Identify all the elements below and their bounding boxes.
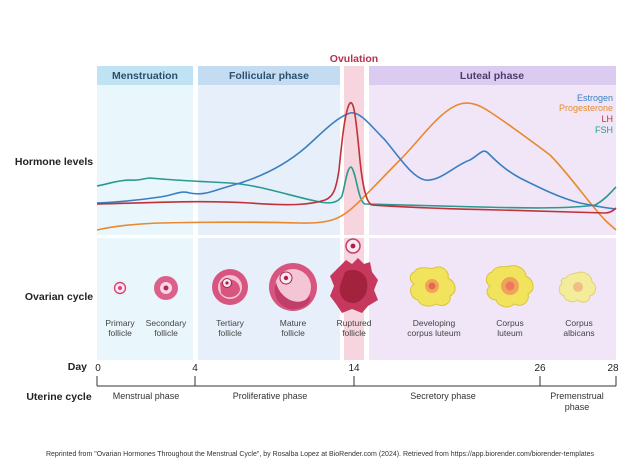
day-tick-label: 14 bbox=[348, 363, 360, 374]
progesterone-curve bbox=[96, 102, 617, 231]
follicle-label-line2: follicle bbox=[342, 328, 366, 338]
follicle-secondary bbox=[154, 276, 178, 300]
follicle-label-line2: follicle bbox=[108, 328, 132, 338]
follicle-ruptured bbox=[330, 238, 378, 313]
follicle-label-line1: Developing bbox=[413, 318, 456, 328]
developing-corpus-luteum bbox=[409, 266, 456, 307]
follicle-label-line1: Corpus bbox=[496, 318, 523, 328]
day-tick-label: 0 bbox=[95, 363, 101, 374]
premenstrual-phase-label-line2: phase bbox=[565, 402, 590, 412]
legend-estrogen: Estrogen bbox=[577, 93, 613, 103]
day-tick-label: 26 bbox=[534, 363, 546, 374]
menstruation-panel-lower bbox=[97, 238, 193, 360]
day-tick-labels: 0 4 14 26 28 bbox=[95, 363, 619, 374]
follicle-label-line2: luteum bbox=[497, 328, 523, 338]
legend-progesterone: Progesterone bbox=[559, 103, 613, 113]
follicle-primary bbox=[113, 281, 127, 295]
follicle-label-line2: corpus luteum bbox=[407, 328, 460, 338]
follicle-label-line2: follicle bbox=[218, 328, 242, 338]
luteal-header: Luteal phase bbox=[460, 70, 524, 82]
proliferative-phase-label: Proliferative phase bbox=[233, 391, 308, 401]
follicle-label-line1: Corpus bbox=[565, 318, 592, 328]
follicular-header-bg bbox=[198, 66, 340, 85]
day-tick-label: 4 bbox=[192, 363, 198, 374]
luteal-header-bg bbox=[369, 66, 616, 85]
corpus-albicans bbox=[558, 271, 597, 303]
follicle-label-line1: Secondary bbox=[146, 318, 187, 328]
follicular-panel bbox=[198, 85, 340, 235]
follicle-label-line2: albicans bbox=[563, 328, 594, 338]
follicle-mature bbox=[269, 263, 317, 311]
hormone-curves bbox=[96, 102, 617, 231]
day-axis bbox=[96, 376, 617, 387]
follicle-label-line1: Mature bbox=[280, 318, 307, 328]
fsh-curve bbox=[96, 166, 617, 209]
corpus-luteum bbox=[485, 265, 534, 308]
legend-fsh: FSH bbox=[595, 125, 613, 135]
citation: Reprinted from "Ovarian Hormones Through… bbox=[46, 451, 595, 458]
follicle-tertiary bbox=[212, 269, 248, 305]
estrogen-curve bbox=[96, 112, 617, 210]
follicle-label-line2: follicle bbox=[154, 328, 178, 338]
ovulation-header: Ovulation bbox=[330, 53, 378, 65]
follicle-label-line1: Tertiary bbox=[216, 318, 245, 328]
follicle-label-line1: Ruptured bbox=[337, 318, 372, 328]
menstruation-panel bbox=[97, 85, 193, 235]
ovulation-panel bbox=[344, 66, 364, 235]
follicle-label-line2: follicle bbox=[281, 328, 305, 338]
day-tick-label: 28 bbox=[607, 363, 619, 374]
legend: Estrogen Progesterone LH FSH bbox=[559, 93, 613, 135]
lh-curve bbox=[96, 102, 617, 214]
menstruation-header: Menstruation bbox=[112, 70, 178, 82]
legend-lh: LH bbox=[601, 114, 613, 124]
follicle-label-line1: Primary bbox=[105, 318, 135, 328]
menstrual-phase-label: Menstrual phase bbox=[113, 391, 180, 401]
day-label: Day bbox=[68, 361, 87, 373]
secretory-phase-label: Secretory phase bbox=[410, 391, 476, 401]
ovarian-cycle-label: Ovarian cycle bbox=[25, 291, 93, 303]
hormone-levels-label: Hormone levels bbox=[15, 156, 93, 168]
menstruation-header-bg bbox=[97, 66, 193, 85]
uterine-cycle-label: Uterine cycle bbox=[26, 391, 92, 403]
uterine-phase-labels: Menstrual phase Proliferative phase Secr… bbox=[113, 391, 604, 412]
follicular-header: Follicular phase bbox=[229, 70, 309, 82]
premenstrual-phase-label-line1: Premenstrual bbox=[550, 391, 604, 401]
follicle-labels: Primary follicle Secondary follicle Tert… bbox=[105, 318, 594, 338]
